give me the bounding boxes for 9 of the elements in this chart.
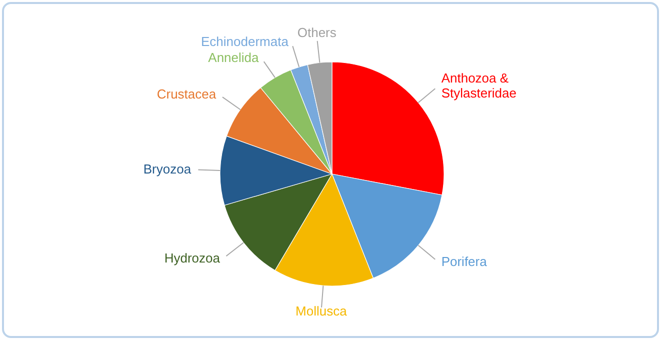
slice-label: Crustacea [156,86,217,102]
slice-label: Mollusca [296,304,348,319]
slice-label: Bryozoa [143,162,192,177]
slice-label: Hydrozoa [164,250,221,266]
slice-label: Anthozoa & Stylasteridae [441,70,516,101]
slice-label: Porifera [441,254,488,269]
slice-label: Annelida [208,50,260,66]
slice-label: Echinodermata [200,34,290,50]
slice-label: Others [297,24,337,40]
